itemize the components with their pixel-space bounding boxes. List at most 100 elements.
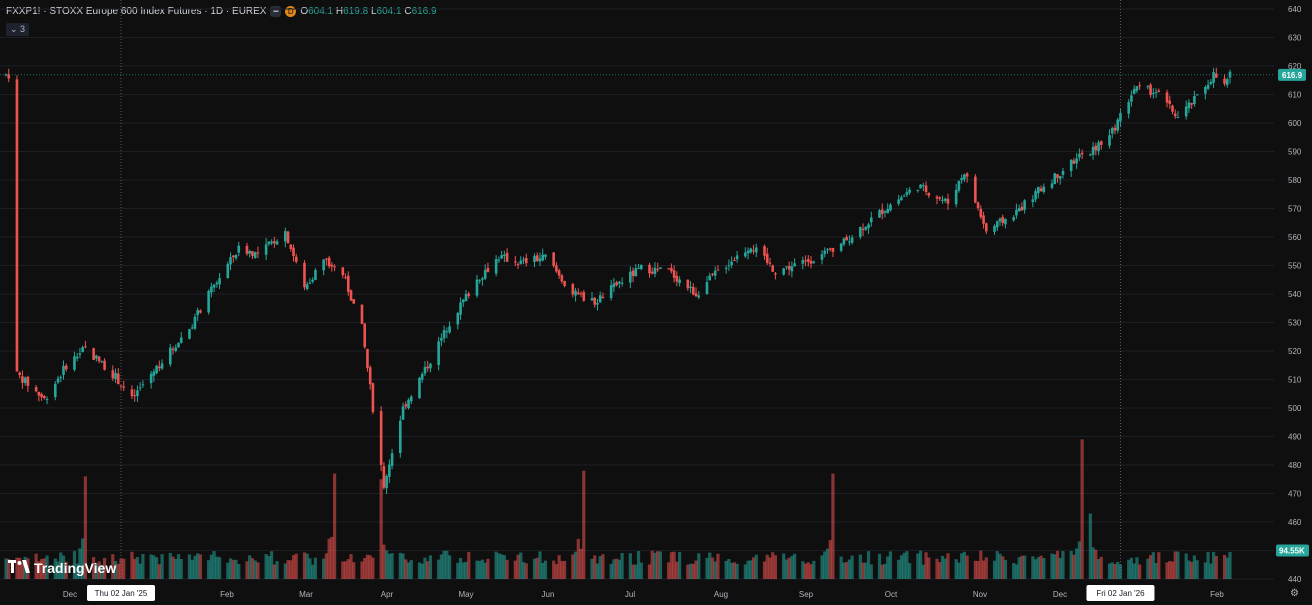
candle-body xyxy=(267,241,271,245)
candle-body xyxy=(37,391,41,396)
volume-bar xyxy=(1211,551,1216,579)
candle-body xyxy=(1212,72,1215,83)
candle-body xyxy=(859,227,862,238)
volume-bar xyxy=(888,551,893,579)
candle-body xyxy=(92,348,95,360)
candle-body xyxy=(494,259,498,274)
candle-body xyxy=(563,280,566,286)
candle-body xyxy=(790,266,794,272)
volume-bar xyxy=(56,561,60,579)
candle-body xyxy=(215,282,219,285)
candle-body xyxy=(1110,128,1114,134)
volume-bar xyxy=(45,555,49,579)
volume-bar xyxy=(248,555,252,579)
candle-body xyxy=(64,365,68,370)
candle-body xyxy=(210,286,213,293)
volume-bar xyxy=(590,558,594,579)
volume-bar xyxy=(1187,560,1191,579)
volume-bar xyxy=(171,556,175,579)
candle-body xyxy=(878,210,881,218)
candle-body xyxy=(62,365,65,375)
volume-bar xyxy=(647,564,652,579)
candle-body xyxy=(845,237,848,241)
indicators-toggle[interactable]: ⌄ 3 xyxy=(6,23,30,36)
y-tick-label: 440 xyxy=(1288,575,1302,584)
y-tick-label: 570 xyxy=(1288,205,1302,214)
symbol-legend[interactable]: FXXP1! · STOXX Europe 600 Index Futures … xyxy=(6,6,437,17)
volume-bar xyxy=(102,557,107,579)
candle-body xyxy=(122,386,126,388)
symbol-title[interactable]: FXXP1! · STOXX Europe 600 Index Futures … xyxy=(6,6,267,17)
candle-body xyxy=(53,383,57,398)
volume-bar xyxy=(1069,550,1073,579)
volume-bar xyxy=(538,551,542,579)
volume-bar xyxy=(880,564,884,579)
volume-bar xyxy=(984,557,988,579)
volume-bar xyxy=(793,553,797,579)
volume-bar xyxy=(138,563,142,579)
volume-bar xyxy=(634,564,638,579)
volume-bar xyxy=(724,560,728,579)
candle-body xyxy=(998,218,1002,222)
candle-body xyxy=(667,268,670,270)
volume-bar xyxy=(264,554,268,579)
volume-bar xyxy=(806,562,810,579)
volume-bar xyxy=(593,555,597,579)
y-tick-label: 610 xyxy=(1288,91,1302,100)
candle-body xyxy=(648,264,651,274)
last-price-label: 616.9 xyxy=(1282,71,1303,80)
volume-bar xyxy=(1173,551,1177,579)
candle-body xyxy=(59,376,63,378)
volume-bar xyxy=(935,558,939,579)
candle-body xyxy=(1135,86,1139,91)
candle-body xyxy=(1132,88,1136,94)
volume-bar xyxy=(198,554,203,579)
candle-body xyxy=(768,262,772,264)
candle-body xyxy=(84,346,87,348)
candle-body xyxy=(850,237,854,243)
candle-body xyxy=(533,255,536,262)
volume-bar xyxy=(751,557,756,579)
candle-body xyxy=(407,399,410,409)
candle-body xyxy=(1001,216,1005,223)
candle-body xyxy=(43,396,46,399)
volume-bar xyxy=(18,557,22,579)
candle-body xyxy=(711,273,714,275)
volume-bar xyxy=(946,553,950,579)
candle-body xyxy=(634,268,638,277)
volume-bar xyxy=(1061,551,1065,579)
volume-bar xyxy=(905,551,909,579)
market-status-icon[interactable]: ━ xyxy=(270,6,282,17)
volume-bar xyxy=(858,554,862,579)
volume-bar xyxy=(730,562,734,579)
volume-bar xyxy=(119,558,123,579)
settings-icon[interactable]: ⚙ xyxy=(1290,588,1299,599)
delay-badge[interactable]: D xyxy=(285,6,297,17)
volume-bar xyxy=(866,551,871,579)
volume-bar xyxy=(842,562,846,579)
volume-bar xyxy=(850,555,854,579)
volume-bar xyxy=(502,555,506,579)
candle-body xyxy=(828,248,832,250)
candle-body xyxy=(1152,92,1155,94)
y-tick-label: 460 xyxy=(1288,518,1302,527)
volume-bar xyxy=(897,559,901,579)
volume-bar xyxy=(965,555,969,579)
candle-body xyxy=(839,243,843,251)
volume-bar xyxy=(1053,554,1057,579)
volume-bar xyxy=(927,557,931,579)
x-tick-label: Feb xyxy=(1210,590,1224,599)
volume-bar xyxy=(598,556,602,579)
volume-bar xyxy=(152,555,156,579)
volume-bar xyxy=(456,562,460,579)
candle-body xyxy=(1061,171,1065,175)
volume-bar xyxy=(349,554,353,579)
volume-bar xyxy=(212,551,216,579)
volume-bar xyxy=(324,553,328,579)
volume-bar xyxy=(59,552,63,579)
candle-body xyxy=(1138,85,1141,87)
volume-bar xyxy=(1206,551,1210,579)
candle-body xyxy=(158,366,161,369)
volume-bar xyxy=(168,552,172,579)
